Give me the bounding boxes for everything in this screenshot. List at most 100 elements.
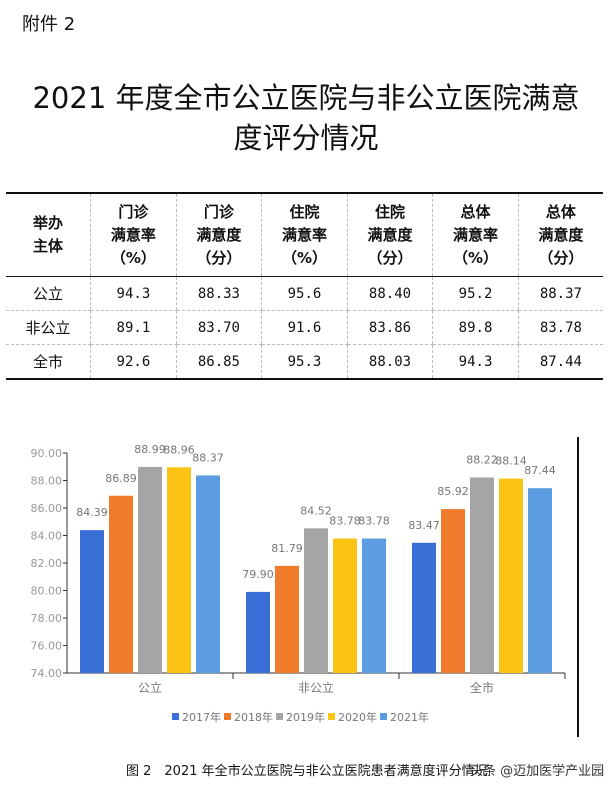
data-label: 85.92 [437, 485, 469, 498]
attachment-label: 附件 2 [22, 14, 76, 35]
table-cell: 89.8 [432, 310, 519, 345]
bar [412, 542, 436, 673]
bar [138, 466, 162, 673]
header-line: （%） [281, 248, 327, 267]
data-label: 87.44 [524, 464, 556, 477]
column-header: 举办 主体 [6, 193, 91, 277]
header-line: 满意度 [196, 225, 242, 244]
header-line: 总体 [460, 202, 491, 221]
legend-label: 2019年 [286, 710, 325, 724]
bar [246, 591, 270, 673]
header-line: 住院 [374, 202, 405, 221]
legend-swatch [224, 713, 231, 720]
table-cell: 86.85 [175, 344, 262, 380]
header-line: 门诊 [118, 202, 149, 221]
bar [499, 478, 523, 673]
table-row: 公立 94.3 88.33 95.6 88.40 95.2 88.37 [6, 276, 603, 311]
table-cell: 88.03 [346, 344, 433, 380]
figure-caption: 图 2 2021 年全市公立医院与非公立医院患者满意度评分情况 [126, 764, 488, 779]
header-line: 住院 [289, 202, 320, 221]
legend-label: 2017年 [182, 710, 221, 724]
table-header-row: 举办 主体 门诊 满意率 （%） 门诊 满意度 （分） 住院 满意率 （%） 住院 满意度 （分） 总体 满意… [6, 193, 603, 277]
page-title: 2021 年度全市公立医院与非公立医院满意 度评分情况 [0, 78, 612, 158]
data-label: 83.47 [408, 519, 440, 532]
table-cell: 88.37 [517, 276, 603, 311]
data-label: 88.99 [134, 443, 166, 456]
header-line: 满意度 [538, 225, 584, 244]
title-line-1: 2021 年度全市公立医院与非公立医院满意 [32, 81, 580, 115]
bar [109, 495, 133, 673]
column-header: 住院满意度 （分） [346, 193, 433, 277]
table-cell: 94.3 [432, 344, 519, 380]
legend-swatch [276, 713, 283, 720]
legend-label: 2020年 [338, 710, 377, 724]
watermark: 头条 @迈加医学产业园 [470, 764, 605, 779]
y-tick-label: 82.00 [31, 557, 63, 570]
table-cell: 88.40 [346, 276, 433, 311]
header-line: （分） [196, 248, 242, 267]
column-header: 门诊满意率 （%） [90, 193, 177, 277]
x-category-label: 非公立 [298, 680, 334, 695]
divider-line [577, 437, 579, 737]
bar [470, 477, 494, 673]
header-line: （%） [110, 248, 156, 267]
data-label: 86.89 [105, 472, 137, 485]
column-header: 住院满意率 （%） [261, 193, 348, 277]
data-label: 84.39 [76, 506, 108, 519]
header-line: 门诊 [203, 202, 234, 221]
data-label: 79.90 [242, 568, 274, 581]
table-cell: 89.1 [90, 310, 177, 345]
legend-label: 2021年 [390, 710, 429, 724]
column-header: 门诊满意度 （分） [175, 193, 262, 277]
data-label: 88.22 [466, 453, 498, 466]
table-cell: 92.6 [90, 344, 177, 380]
column-header: 总体满意度 （分） [517, 193, 603, 277]
table-row: 全市 92.6 86.85 95.3 88.03 94.3 87.44 [6, 344, 603, 380]
table-cell: 87.44 [517, 344, 603, 380]
y-tick-label: 84.00 [31, 530, 63, 543]
data-label: 84.52 [300, 504, 332, 517]
y-tick-label: 86.00 [31, 502, 63, 515]
y-tick-label: 90.00 [31, 447, 63, 460]
table-cell: 95.6 [261, 276, 348, 311]
table-cell: 83.70 [175, 310, 262, 345]
y-tick-label: 80.00 [31, 585, 63, 598]
title-line-2: 度评分情况 [233, 121, 379, 155]
y-tick-label: 78.00 [31, 612, 63, 625]
satisfaction-table: 举办 主体 门诊 满意率 （%） 门诊 满意度 （分） 住院 满意率 （%） 住院 满意度 （分） 总体 满意… [6, 192, 603, 380]
legend-swatch [172, 713, 179, 720]
header-line: 主体 [33, 237, 64, 255]
table-cell: 91.6 [261, 310, 348, 345]
header-line: （%） [453, 248, 499, 267]
bar [304, 528, 328, 673]
header-line: 满意率 [281, 225, 327, 244]
legend-swatch [380, 713, 387, 720]
data-label: 88.37 [192, 451, 224, 464]
table-row: 非公立 89.1 83.70 91.6 83.86 89.8 83.78 [6, 310, 603, 345]
table-cell: 88.33 [175, 276, 262, 311]
bar [441, 509, 465, 673]
data-label: 83.78 [329, 515, 361, 528]
table-cell: 全市 [6, 344, 91, 380]
bar [196, 475, 220, 673]
header-line: （分） [538, 248, 584, 267]
column-header: 总体满意率 （%） [432, 193, 519, 277]
x-category-label: 公立 [138, 680, 162, 695]
header-line: 满意率 [110, 225, 156, 244]
table-cell: 94.3 [90, 276, 177, 311]
header-line: 满意率 [453, 225, 499, 244]
header-line: 满意度 [367, 225, 413, 244]
data-label: 88.96 [163, 443, 195, 456]
table-cell: 95.3 [261, 344, 348, 380]
bar [80, 530, 104, 673]
header-line: （分） [367, 248, 413, 267]
bar [275, 565, 299, 673]
header-line: 总体 [545, 202, 576, 221]
legend-label: 2018年 [234, 710, 273, 724]
bar [333, 538, 357, 673]
table-cell: 83.78 [517, 310, 603, 345]
legend-swatch [328, 713, 335, 720]
data-label: 88.14 [495, 455, 527, 468]
data-label: 81.79 [271, 542, 303, 555]
bar-chart: 74.00 76.00 78.00 80.00 82.00 84.00 86.00 88.00… [31, 443, 566, 724]
